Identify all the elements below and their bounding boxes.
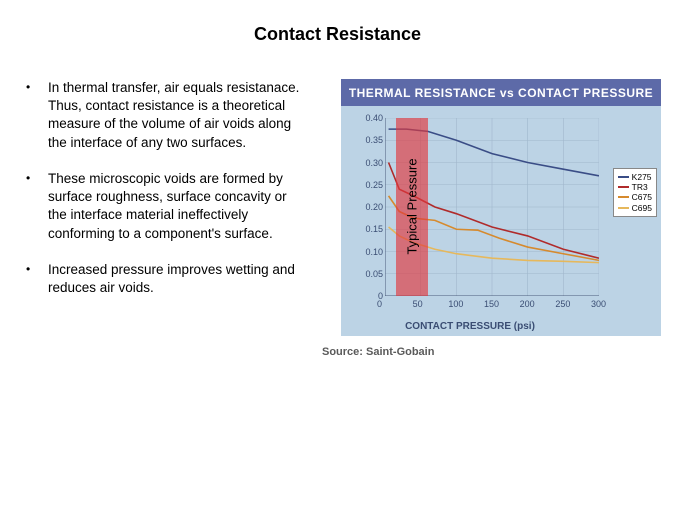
legend-label: C675 xyxy=(632,192,652,202)
plot-area: Typical Pressure xyxy=(385,118,599,296)
legend-item-k275: K275 xyxy=(618,172,652,182)
xtick-label: 150 xyxy=(484,299,499,309)
bullet-item: These microscopic voids are formed by su… xyxy=(26,170,304,243)
legend-label: C695 xyxy=(632,203,652,213)
legend-swatch xyxy=(618,207,629,209)
xtick-label: 0 xyxy=(377,299,382,309)
ytick-label: 0.30 xyxy=(365,158,383,168)
xtick-label: 100 xyxy=(448,299,463,309)
ytick-label: 0.25 xyxy=(365,180,383,190)
legend-item-c695: C695 xyxy=(618,203,652,213)
legend-swatch xyxy=(618,186,629,188)
legend-label: TR3 xyxy=(632,182,648,192)
xtick-label: 300 xyxy=(591,299,606,309)
legend-item-tr3: TR3 xyxy=(618,182,652,192)
chart-xlabel: CONTACT PRESSURE (psi) xyxy=(341,321,599,332)
content-row: In thermal transfer, air equals resistan… xyxy=(0,69,675,368)
legend-item-c675: C675 xyxy=(618,192,652,202)
chart-column: THERMAL RESISTANCE vs CONTACT PRESSURE T… xyxy=(316,79,661,358)
ytick-label: 0.20 xyxy=(365,202,383,212)
ytick-label: 0.05 xyxy=(365,269,383,279)
chart-body: THERMAL RESISTANCE (°C/W) Typical Pressu… xyxy=(341,106,661,336)
legend-swatch xyxy=(618,176,629,178)
xtick-label: 250 xyxy=(555,299,570,309)
ytick-label: 0.10 xyxy=(365,247,383,257)
ytick-label: 0.40 xyxy=(365,113,383,123)
legend-label: K275 xyxy=(632,172,652,182)
legend-swatch xyxy=(618,196,629,198)
chart-source: Source: Saint-Gobain xyxy=(316,336,661,358)
typical-pressure-label: Typical Pressure xyxy=(404,157,419,257)
xtick-label: 200 xyxy=(520,299,535,309)
bullet-item: In thermal transfer, air equals resistan… xyxy=(26,79,304,152)
chart-card: THERMAL RESISTANCE vs CONTACT PRESSURE T… xyxy=(341,79,661,336)
bullet-list: In thermal transfer, air equals resistan… xyxy=(26,79,304,297)
chart-legend: K275 TR3 C675 C695 xyxy=(613,168,657,217)
ytick-label: 0.35 xyxy=(365,135,383,145)
xtick-label: 50 xyxy=(413,299,423,309)
bullet-item: Increased pressure improves wetting and … xyxy=(26,261,304,297)
page-title: Contact Resistance xyxy=(0,0,675,69)
chart-title: THERMAL RESISTANCE vs CONTACT PRESSURE xyxy=(341,79,661,106)
ytick-label: 0.15 xyxy=(365,224,383,234)
bullets-column: In thermal transfer, air equals resistan… xyxy=(26,79,316,358)
